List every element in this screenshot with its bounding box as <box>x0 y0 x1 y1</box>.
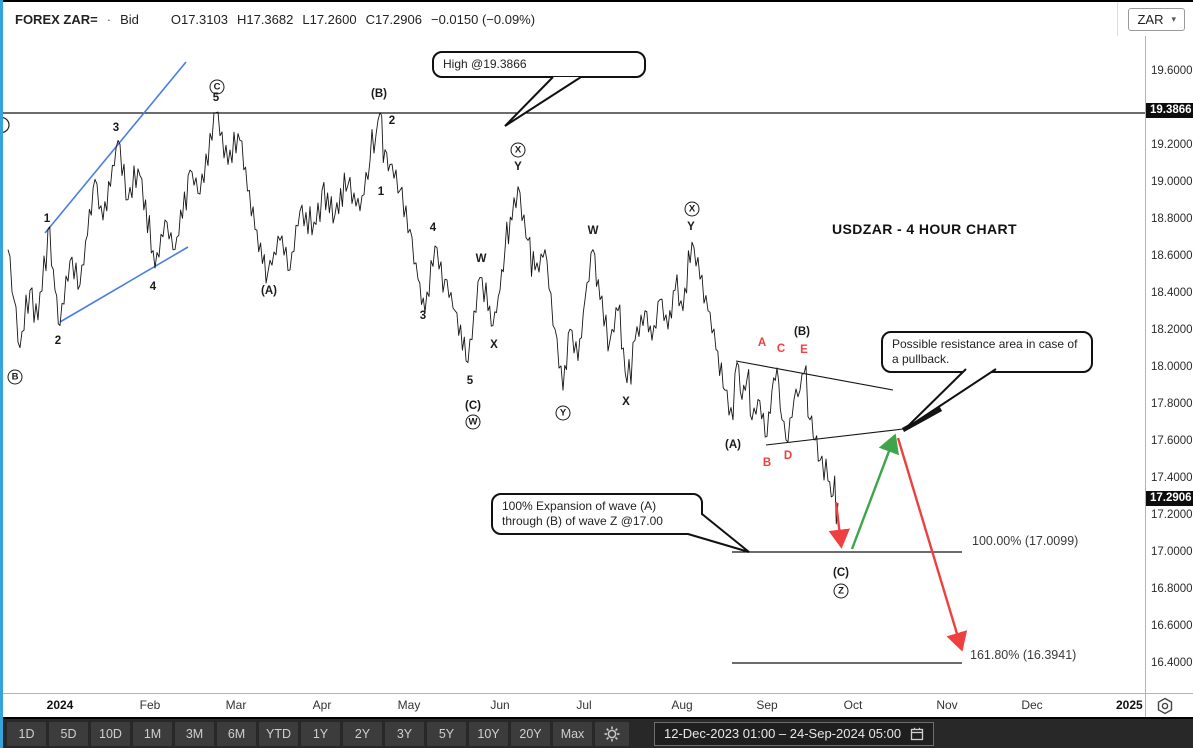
price-tick: 18.2000 <box>1151 324 1193 336</box>
price-series-path <box>0 111 839 525</box>
price-tick: 17.0000 <box>1151 546 1193 558</box>
time-axis-label-2025: 2025 <box>1116 698 1143 712</box>
window-top-border <box>0 0 1193 2</box>
price-tick: 18.4000 <box>1151 287 1193 299</box>
callout-pointer-stroke <box>901 407 943 432</box>
separator-dot: · <box>106 11 112 27</box>
time-axis-label-feb: Feb <box>139 698 161 712</box>
resistance-callout-text: Possible resistance area in case of a pu… <box>892 337 1078 366</box>
window-left-border <box>0 0 3 748</box>
gear-icon <box>604 726 620 741</box>
range-button-1d[interactable]: 1D <box>7 721 46 746</box>
price-line <box>7 111 839 525</box>
chart-watermark-title: USDZAR - 4 HOUR CHART <box>832 221 1017 237</box>
drop-to-target-arrow <box>828 501 851 549</box>
expansion-callout[interactable]: 100% Expansion of wave (A) through (B) o… <box>491 493 703 535</box>
range-button-10y[interactable]: 10Y <box>469 721 508 746</box>
price-tick: 18.0000 <box>1151 361 1193 373</box>
price-type: Bid <box>120 11 139 27</box>
price-axis[interactable]: 19.6000 19.2000 19.0000 18.8000 18.6000 18.40… <box>1145 36 1193 693</box>
time-axis[interactable]: 2024 Feb Mar Apr May Jun Jul Aug Sep Oct Nov Dec 202… <box>0 693 1193 718</box>
time-axis-label-oct: Oct <box>843 698 863 712</box>
time-axis-label-jul: Jul <box>576 698 592 712</box>
high-price-badge: 19.3866 <box>1146 102 1193 118</box>
range-button-5y[interactable]: 5Y <box>427 721 466 746</box>
time-axis-label-jun: Jun <box>490 698 510 712</box>
open-value: O17.3103 <box>170 11 228 27</box>
chart-settings-gear-button[interactable] <box>595 721 629 746</box>
triangle-lower <box>765 428 904 446</box>
time-axis-label-2024: 2024 <box>46 698 74 712</box>
triangle-upper <box>735 360 894 391</box>
range-toolbar: 1D 5D 10D 1M 3M 6M YTD 1Y 2Y 3Y 5Y 10Y 20Y Max 12-Dec-… <box>0 717 1193 748</box>
range-button-2y[interactable]: 2Y <box>343 721 382 746</box>
quote-summary: FOREX ZAR= · Bid O17.3103 H17.3682 L17.2… <box>3 12 535 27</box>
time-axis-label-aug: Aug <box>671 698 693 712</box>
time-axis-label-dec: Dec <box>1021 698 1043 712</box>
chevron-down-icon: ▾ <box>1171 13 1176 24</box>
resistance-callout[interactable]: Possible resistance area in case of a pu… <box>881 331 1093 373</box>
price-tick: 18.6000 <box>1151 250 1193 262</box>
header-right-section: ZAR ▾ <box>1117 2 1193 36</box>
fib-161-label: 161.80% (16.3941) <box>970 648 1077 662</box>
range-button-1y[interactable]: 1Y <box>301 721 340 746</box>
range-button-6m[interactable]: 6M <box>217 721 256 746</box>
fib-100-label: 100.00% (17.0099) <box>972 534 1079 548</box>
price-tick: 16.6000 <box>1151 620 1193 632</box>
price-tick: 19.2000 <box>1151 139 1193 151</box>
range-button-1m[interactable]: 1M <box>133 721 172 746</box>
date-range-text: 12-Dec-2023 01:00 – 24-Sep-2024 05:00 <box>664 726 902 741</box>
range-button-10d[interactable]: 10D <box>91 721 130 746</box>
pullback-up-arrow <box>850 433 900 550</box>
trendline-lower <box>59 246 189 323</box>
expansion-callout-text: 100% Expansion of wave (A) through (B) o… <box>502 499 663 528</box>
time-axis-label-mar: Mar <box>225 698 247 712</box>
scenario-arrows <box>828 433 968 652</box>
range-button-3y[interactable]: 3Y <box>385 721 424 746</box>
time-axis-label-sep: Sep <box>756 698 778 712</box>
range-button-max[interactable]: Max <box>553 721 592 746</box>
time-axis-label-apr: Apr <box>312 698 332 712</box>
range-button-ytd[interactable]: YTD <box>259 721 298 746</box>
trendline-upper <box>44 61 187 234</box>
price-tick: 17.6000 <box>1151 435 1193 447</box>
continuation-down-arrow <box>896 437 968 652</box>
range-button-20y[interactable]: 20Y <box>511 721 550 746</box>
calendar-icon <box>910 727 924 740</box>
instrument-symbol: FOREX ZAR= <box>15 11 98 27</box>
price-tick: 17.4000 <box>1151 472 1193 484</box>
price-tick: 17.2000 <box>1151 509 1193 521</box>
close-value: C17.2906 <box>365 11 422 27</box>
price-tick: 19.0000 <box>1151 176 1193 188</box>
high-value: H17.3682 <box>236 11 294 27</box>
price-tick: 16.4000 <box>1151 657 1193 669</box>
range-button-5d[interactable]: 5D <box>49 721 88 746</box>
date-range-picker[interactable]: 12-Dec-2023 01:00 – 24-Sep-2024 05:00 <box>654 721 935 746</box>
currency-dropdown[interactable]: ZAR ▾ <box>1128 7 1185 31</box>
quote-header-bar: FOREX ZAR= · Bid O17.3103 H17.3682 L17.2… <box>3 2 1193 36</box>
range-button-3m[interactable]: 3M <box>175 721 214 746</box>
axis-settings-icon[interactable] <box>1156 697 1174 715</box>
time-axis-label-may: May <box>397 698 421 712</box>
change-value: −0.0150 (−0.09%) <box>430 11 536 27</box>
currency-dropdown-value: ZAR <box>1137 11 1164 27</box>
time-axis-label-nov: Nov <box>936 698 958 712</box>
high-callout-text: High @19.3866 <box>443 57 527 71</box>
low-value: L17.2600 <box>302 11 357 27</box>
price-tick: 18.8000 <box>1151 213 1193 225</box>
last-price-badge: 17.2906 <box>1146 490 1193 506</box>
axis-corner-divider <box>1145 694 1146 718</box>
price-tick: 19.6000 <box>1151 65 1193 77</box>
high-callout[interactable]: High @19.3866 <box>432 51 646 78</box>
price-tick: 17.8000 <box>1151 398 1193 410</box>
price-tick: 16.8000 <box>1151 583 1193 595</box>
